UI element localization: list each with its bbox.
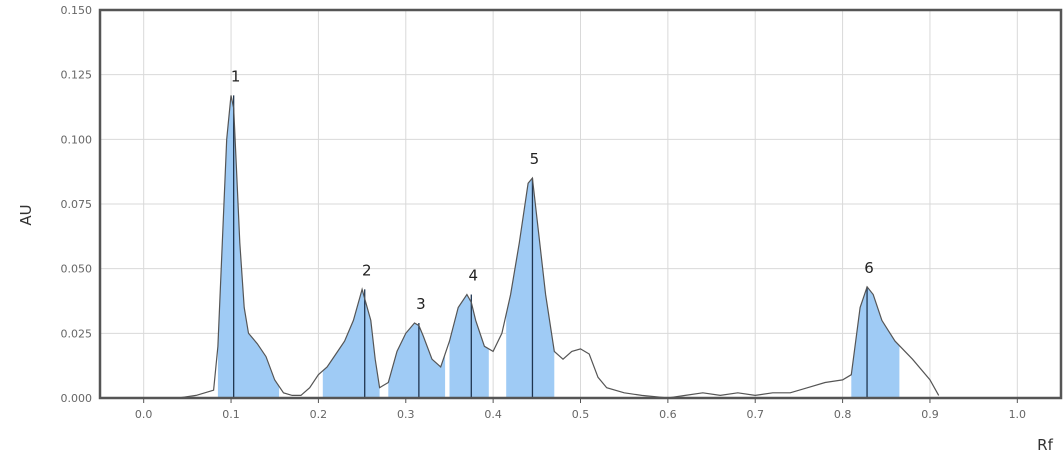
x-axis-title: Rf <box>1037 436 1053 454</box>
peak-label-2: 2 <box>362 261 372 279</box>
x-tick-label-4: 0.4 <box>484 408 502 421</box>
peak-fill-4 <box>449 294 489 398</box>
x-tick-label-7: 0.7 <box>746 408 764 421</box>
peak-label-3: 3 <box>416 295 426 313</box>
x-tick-label-0: 0.0 <box>135 408 153 421</box>
y-tick-label-6: 0.150 <box>61 4 93 17</box>
x-tick-label-6: 0.6 <box>659 408 677 421</box>
peak-label-4: 4 <box>469 267 479 285</box>
x-tick-label-8: 0.8 <box>834 408 852 421</box>
y-tick-label-3: 0.075 <box>61 198 93 211</box>
y-tick-label-1: 0.025 <box>61 327 93 340</box>
y-axis-title: AU <box>17 204 35 225</box>
peak-fill-3 <box>388 323 446 398</box>
x-axis-ticks: 0.0 0.1 0.2 0.3 0.4 0.5 0.6 0.7 0.8 0.9 1.0 <box>135 398 1026 421</box>
x-tick-label-2: 0.2 <box>310 408 328 421</box>
peak-fill-6 <box>851 287 900 398</box>
y-tick-label-0: 0.000 <box>61 392 93 405</box>
peak-label-5: 5 <box>530 150 540 168</box>
x-tick-label-1: 0.1 <box>222 408 240 421</box>
y-tick-label-4: 0.100 <box>61 133 93 146</box>
peak-label-1: 1 <box>231 67 241 85</box>
peak-markers <box>233 95 868 398</box>
peak-label-6: 6 <box>864 259 874 277</box>
peak-fill-2 <box>322 290 380 398</box>
peak-labels: 1 2 3 4 5 6 <box>231 67 874 313</box>
y-axis-ticks: 0.000 0.025 0.050 0.075 0.100 0.125 0.150 <box>61 4 93 405</box>
peak-fills <box>217 98 900 398</box>
x-tick-label-5: 0.5 <box>572 408 590 421</box>
x-tick-label-3: 0.3 <box>397 408 415 421</box>
y-tick-label-2: 0.050 <box>61 263 93 276</box>
x-tick-label-9: 0.9 <box>921 408 939 421</box>
trace-line <box>178 95 940 399</box>
x-tick-label-10: 1.0 <box>1009 408 1027 421</box>
peak-fill-5 <box>506 179 555 398</box>
y-tick-label-5: 0.125 <box>61 69 93 82</box>
